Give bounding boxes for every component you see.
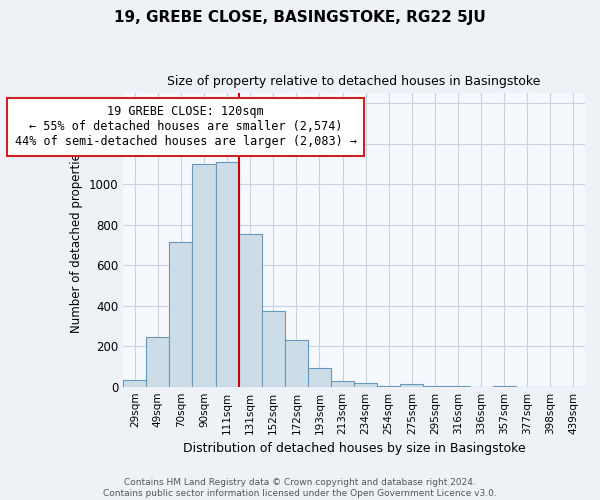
Bar <box>146 337 169 386</box>
Bar <box>262 311 285 386</box>
Bar <box>354 382 377 386</box>
Bar <box>215 162 239 386</box>
Bar <box>169 242 193 386</box>
Bar <box>308 368 331 386</box>
Bar <box>193 164 215 386</box>
Title: Size of property relative to detached houses in Basingstoke: Size of property relative to detached ho… <box>167 75 541 88</box>
Text: Contains HM Land Registry data © Crown copyright and database right 2024.
Contai: Contains HM Land Registry data © Crown c… <box>103 478 497 498</box>
Bar <box>400 384 424 386</box>
Y-axis label: Number of detached properties: Number of detached properties <box>70 147 83 333</box>
X-axis label: Distribution of detached houses by size in Basingstoke: Distribution of detached houses by size … <box>183 442 526 455</box>
Bar <box>239 234 262 386</box>
Text: 19 GREBE CLOSE: 120sqm
← 55% of detached houses are smaller (2,574)
44% of semi-: 19 GREBE CLOSE: 120sqm ← 55% of detached… <box>14 106 356 148</box>
Text: 19, GREBE CLOSE, BASINGSTOKE, RG22 5JU: 19, GREBE CLOSE, BASINGSTOKE, RG22 5JU <box>114 10 486 25</box>
Bar <box>285 340 308 386</box>
Bar <box>123 380 146 386</box>
Bar <box>331 380 354 386</box>
